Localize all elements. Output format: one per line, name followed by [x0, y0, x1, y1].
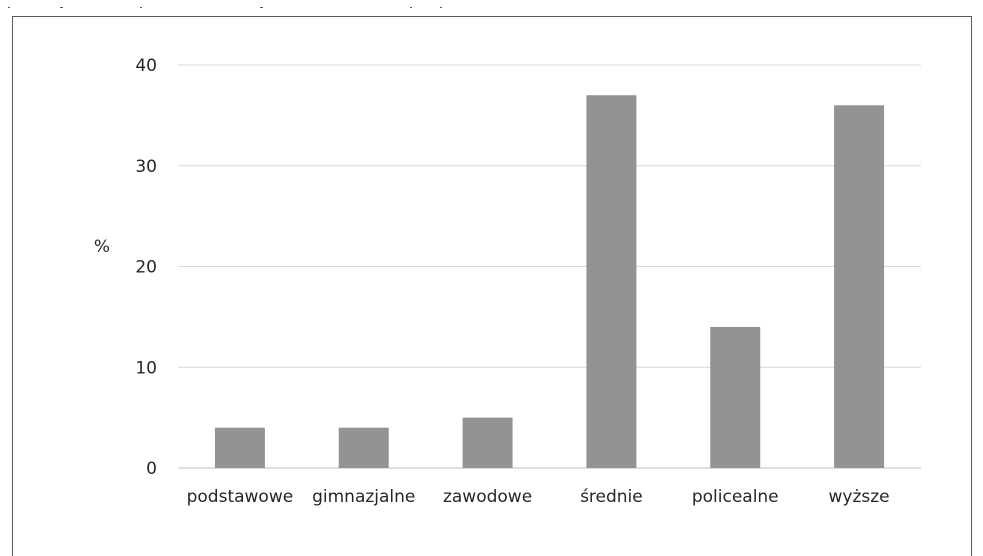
x-tick-label: podstawowe: [187, 487, 294, 507]
bar-4: [710, 326, 761, 468]
x-tick-label: średnie: [580, 487, 643, 507]
x-tick-label: gimnazjalne: [312, 487, 415, 507]
y-tick-label: 40: [135, 56, 157, 76]
cropped-top-text-glyphs: [8, 7, 442, 8]
x-tick-labels: podstawowe gimnazjalne zawodowe średnie poli…: [187, 487, 890, 507]
x-tick-label: zawodowe: [443, 487, 532, 507]
bar-0: [214, 427, 265, 468]
bar-5: [834, 105, 885, 469]
y-tick-labels: 0 10 20 30 40: [135, 56, 157, 479]
chart-frame: [12, 16, 972, 556]
y-tick-label: 0: [146, 459, 157, 479]
y-axis-label: %: [94, 237, 110, 257]
bar-2: [462, 417, 513, 468]
x-tick-label: policealne: [692, 487, 779, 507]
x-tick-label: wyższe: [829, 487, 890, 507]
bar-3: [586, 95, 637, 468]
bars: [214, 95, 885, 469]
y-tick-label: 20: [135, 258, 157, 278]
gridlines: [178, 64, 921, 469]
y-tick-label: 10: [135, 358, 157, 378]
cropped-top-text-strip: [0, 0, 983, 8]
y-tick-label: 30: [135, 157, 157, 177]
bar-1: [338, 427, 389, 468]
